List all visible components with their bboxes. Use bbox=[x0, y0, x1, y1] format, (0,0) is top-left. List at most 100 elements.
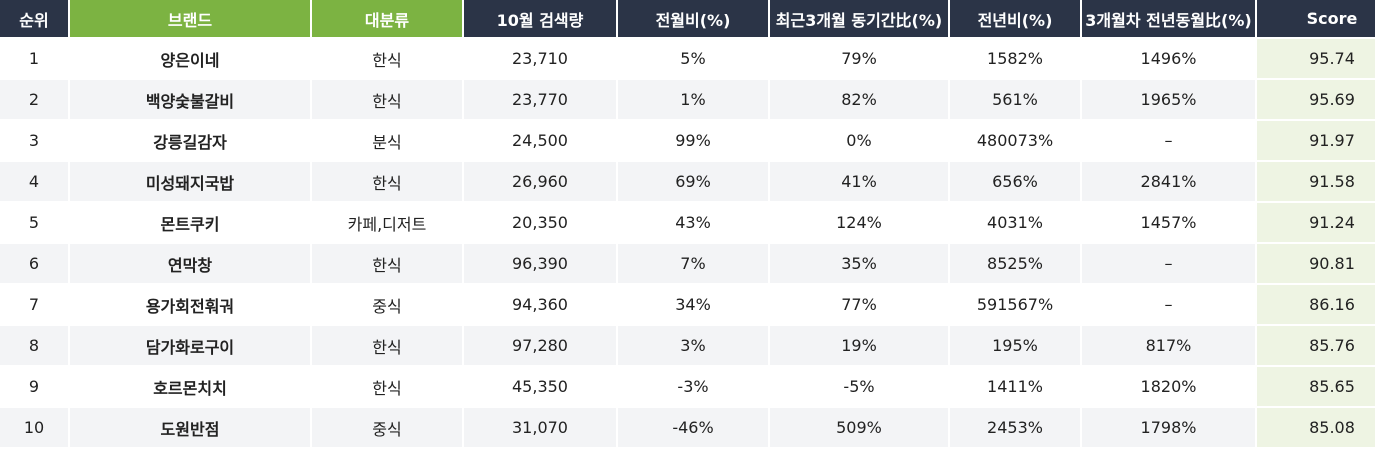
rank-cell: 9 bbox=[0, 367, 68, 406]
brand-cell: 용가회전훠궈 bbox=[70, 285, 310, 324]
table-row: 9 호르몬치치 한식 45,350 -3% -5% 1411% 1820% 85… bbox=[0, 367, 1375, 406]
table-row: 2 백양숯불갈비 한식 23,770 1% 82% 561% 1965% 95.… bbox=[0, 80, 1375, 119]
rank-cell: 8 bbox=[0, 326, 68, 365]
mom-cell: 5% bbox=[618, 39, 768, 78]
header-search-volume: 10월 검색량 bbox=[464, 0, 616, 37]
score-cell: 90.81 bbox=[1257, 244, 1375, 283]
rank-cell: 5 bbox=[0, 203, 68, 242]
header-mom: 전월비(%) bbox=[618, 0, 768, 37]
header-category: 대분류 bbox=[312, 0, 462, 37]
search-volume-cell: 23,710 bbox=[464, 39, 616, 78]
mom-cell: 7% bbox=[618, 244, 768, 283]
brand-cell: 몬트쿠키 bbox=[70, 203, 310, 242]
header-brand: 브랜드 bbox=[70, 0, 310, 37]
table-row: 6 연막창 한식 96,390 7% 35% 8525% – 90.81 bbox=[0, 244, 1375, 283]
score-cell: 85.76 bbox=[1257, 326, 1375, 365]
category-cell: 중식 bbox=[312, 285, 462, 324]
yoy-cell: 656% bbox=[950, 162, 1080, 201]
table-row: 1 양은이네 한식 23,710 5% 79% 1582% 1496% 95.7… bbox=[0, 39, 1375, 78]
3month-period-cell: 79% bbox=[770, 39, 948, 78]
yoy-cell: 480073% bbox=[950, 121, 1080, 160]
category-cell: 한식 bbox=[312, 162, 462, 201]
score-cell: 95.69 bbox=[1257, 80, 1375, 119]
rank-cell: 4 bbox=[0, 162, 68, 201]
score-cell: 91.97 bbox=[1257, 121, 1375, 160]
score-cell: 95.74 bbox=[1257, 39, 1375, 78]
yoy-cell: 1582% bbox=[950, 39, 1080, 78]
score-cell: 85.08 bbox=[1257, 408, 1375, 447]
3month-period-cell: -5% bbox=[770, 367, 948, 406]
3month-period-cell: 509% bbox=[770, 408, 948, 447]
brand-cell: 미성돼지국밥 bbox=[70, 162, 310, 201]
3month-yoy-cell: 1496% bbox=[1082, 39, 1255, 78]
3month-yoy-cell: – bbox=[1082, 285, 1255, 324]
search-volume-cell: 31,070 bbox=[464, 408, 616, 447]
search-volume-cell: 97,280 bbox=[464, 326, 616, 365]
3month-period-cell: 0% bbox=[770, 121, 948, 160]
search-volume-cell: 26,960 bbox=[464, 162, 616, 201]
yoy-cell: 1411% bbox=[950, 367, 1080, 406]
table-row: 8 담가화로구이 한식 97,280 3% 19% 195% 817% 85.7… bbox=[0, 326, 1375, 365]
header-score: Score bbox=[1257, 0, 1375, 37]
mom-cell: -46% bbox=[618, 408, 768, 447]
yoy-cell: 195% bbox=[950, 326, 1080, 365]
3month-yoy-cell: 1965% bbox=[1082, 80, 1255, 119]
header-row: 순위 브랜드 대분류 10월 검색량 전월비(%) 최근3개월 동기간比(%) … bbox=[0, 0, 1375, 37]
brand-cell: 백양숯불갈비 bbox=[70, 80, 310, 119]
table-row: 4 미성돼지국밥 한식 26,960 69% 41% 656% 2841% 91… bbox=[0, 162, 1375, 201]
score-cell: 85.65 bbox=[1257, 367, 1375, 406]
search-volume-cell: 96,390 bbox=[464, 244, 616, 283]
3month-period-cell: 82% bbox=[770, 80, 948, 119]
3month-period-cell: 124% bbox=[770, 203, 948, 242]
3month-period-cell: 19% bbox=[770, 326, 948, 365]
brand-cell: 호르몬치치 bbox=[70, 367, 310, 406]
mom-cell: -3% bbox=[618, 367, 768, 406]
mom-cell: 34% bbox=[618, 285, 768, 324]
search-volume-cell: 23,770 bbox=[464, 80, 616, 119]
brand-cell: 강릉길감자 bbox=[70, 121, 310, 160]
search-volume-cell: 45,350 bbox=[464, 367, 616, 406]
3month-yoy-cell: 2841% bbox=[1082, 162, 1255, 201]
header-yoy: 전년비(%) bbox=[950, 0, 1080, 37]
3month-yoy-cell: 817% bbox=[1082, 326, 1255, 365]
category-cell: 한식 bbox=[312, 80, 462, 119]
rank-cell: 7 bbox=[0, 285, 68, 324]
score-cell: 91.24 bbox=[1257, 203, 1375, 242]
3month-period-cell: 41% bbox=[770, 162, 948, 201]
3month-period-cell: 35% bbox=[770, 244, 948, 283]
yoy-cell: 2453% bbox=[950, 408, 1080, 447]
3month-yoy-cell: – bbox=[1082, 121, 1255, 160]
brand-cell: 도원반점 bbox=[70, 408, 310, 447]
category-cell: 한식 bbox=[312, 39, 462, 78]
yoy-cell: 4031% bbox=[950, 203, 1080, 242]
category-cell: 분식 bbox=[312, 121, 462, 160]
header-3month-yoy: 3개월차 전년동월比(%) bbox=[1082, 0, 1255, 37]
3month-yoy-cell: 1820% bbox=[1082, 367, 1255, 406]
mom-cell: 69% bbox=[618, 162, 768, 201]
mom-cell: 99% bbox=[618, 121, 768, 160]
table-row: 10 도원반점 중식 31,070 -46% 509% 2453% 1798% … bbox=[0, 408, 1375, 447]
3month-yoy-cell: 1798% bbox=[1082, 408, 1255, 447]
brand-cell: 양은이네 bbox=[70, 39, 310, 78]
header-3month-period: 최근3개월 동기간比(%) bbox=[770, 0, 948, 37]
3month-yoy-cell: – bbox=[1082, 244, 1255, 283]
score-cell: 86.16 bbox=[1257, 285, 1375, 324]
mom-cell: 3% bbox=[618, 326, 768, 365]
search-volume-cell: 94,360 bbox=[464, 285, 616, 324]
yoy-cell: 591567% bbox=[950, 285, 1080, 324]
table-row: 5 몬트쿠키 카페,디저트 20,350 43% 124% 4031% 1457… bbox=[0, 203, 1375, 242]
rank-cell: 2 bbox=[0, 80, 68, 119]
category-cell: 중식 bbox=[312, 408, 462, 447]
yoy-cell: 8525% bbox=[950, 244, 1080, 283]
3month-period-cell: 77% bbox=[770, 285, 948, 324]
category-cell: 한식 bbox=[312, 244, 462, 283]
mom-cell: 43% bbox=[618, 203, 768, 242]
search-volume-cell: 24,500 bbox=[464, 121, 616, 160]
search-volume-cell: 20,350 bbox=[464, 203, 616, 242]
category-cell: 한식 bbox=[312, 326, 462, 365]
table-row: 3 강릉길감자 분식 24,500 99% 0% 480073% – 91.97 bbox=[0, 121, 1375, 160]
brand-cell: 연막창 bbox=[70, 244, 310, 283]
yoy-cell: 561% bbox=[950, 80, 1080, 119]
mom-cell: 1% bbox=[618, 80, 768, 119]
